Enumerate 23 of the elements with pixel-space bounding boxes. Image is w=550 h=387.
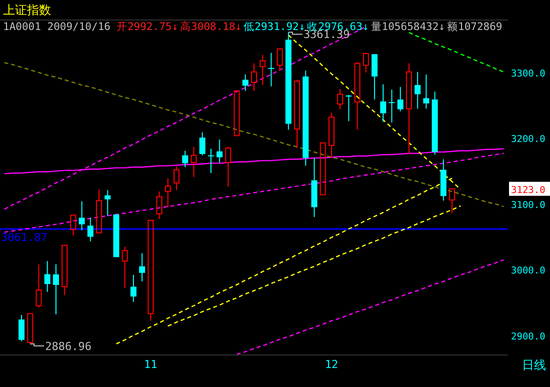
y-tick-label: 3000.0: [511, 266, 546, 277]
x-tick-label: 11: [144, 358, 158, 371]
x-tick-label: 12: [324, 358, 338, 371]
annotation: 高3008.18↓: [180, 20, 242, 33]
y-tick-label: 3100.0: [511, 200, 546, 211]
annotation: 2886.96: [45, 340, 92, 353]
text: 日线: [522, 358, 546, 372]
annotation: 开2992.75↓: [116, 21, 178, 33]
y-tick-label: 2900.0: [511, 331, 546, 342]
y-tick-label: 3300.0: [511, 68, 546, 80]
text: 3123.0: [511, 184, 546, 196]
line-series: [236, 259, 504, 355]
line-series: [167, 205, 462, 327]
chart-subtitle: 1A0001 2009/10/16: [3, 21, 110, 33]
line-series: [408, 32, 504, 72]
ref-line-label: 3061.87: [1, 230, 48, 244]
line-series: [4, 152, 504, 233]
y-tick-label: 3200.0: [511, 134, 546, 146]
annotation: 额1072869: [447, 20, 502, 33]
annotation: 量105658432↓: [370, 21, 445, 33]
line-series: [4, 62, 504, 208]
annotation: 低2931.92↓: [244, 21, 306, 33]
chart-title: 上证指数: [3, 3, 51, 17]
